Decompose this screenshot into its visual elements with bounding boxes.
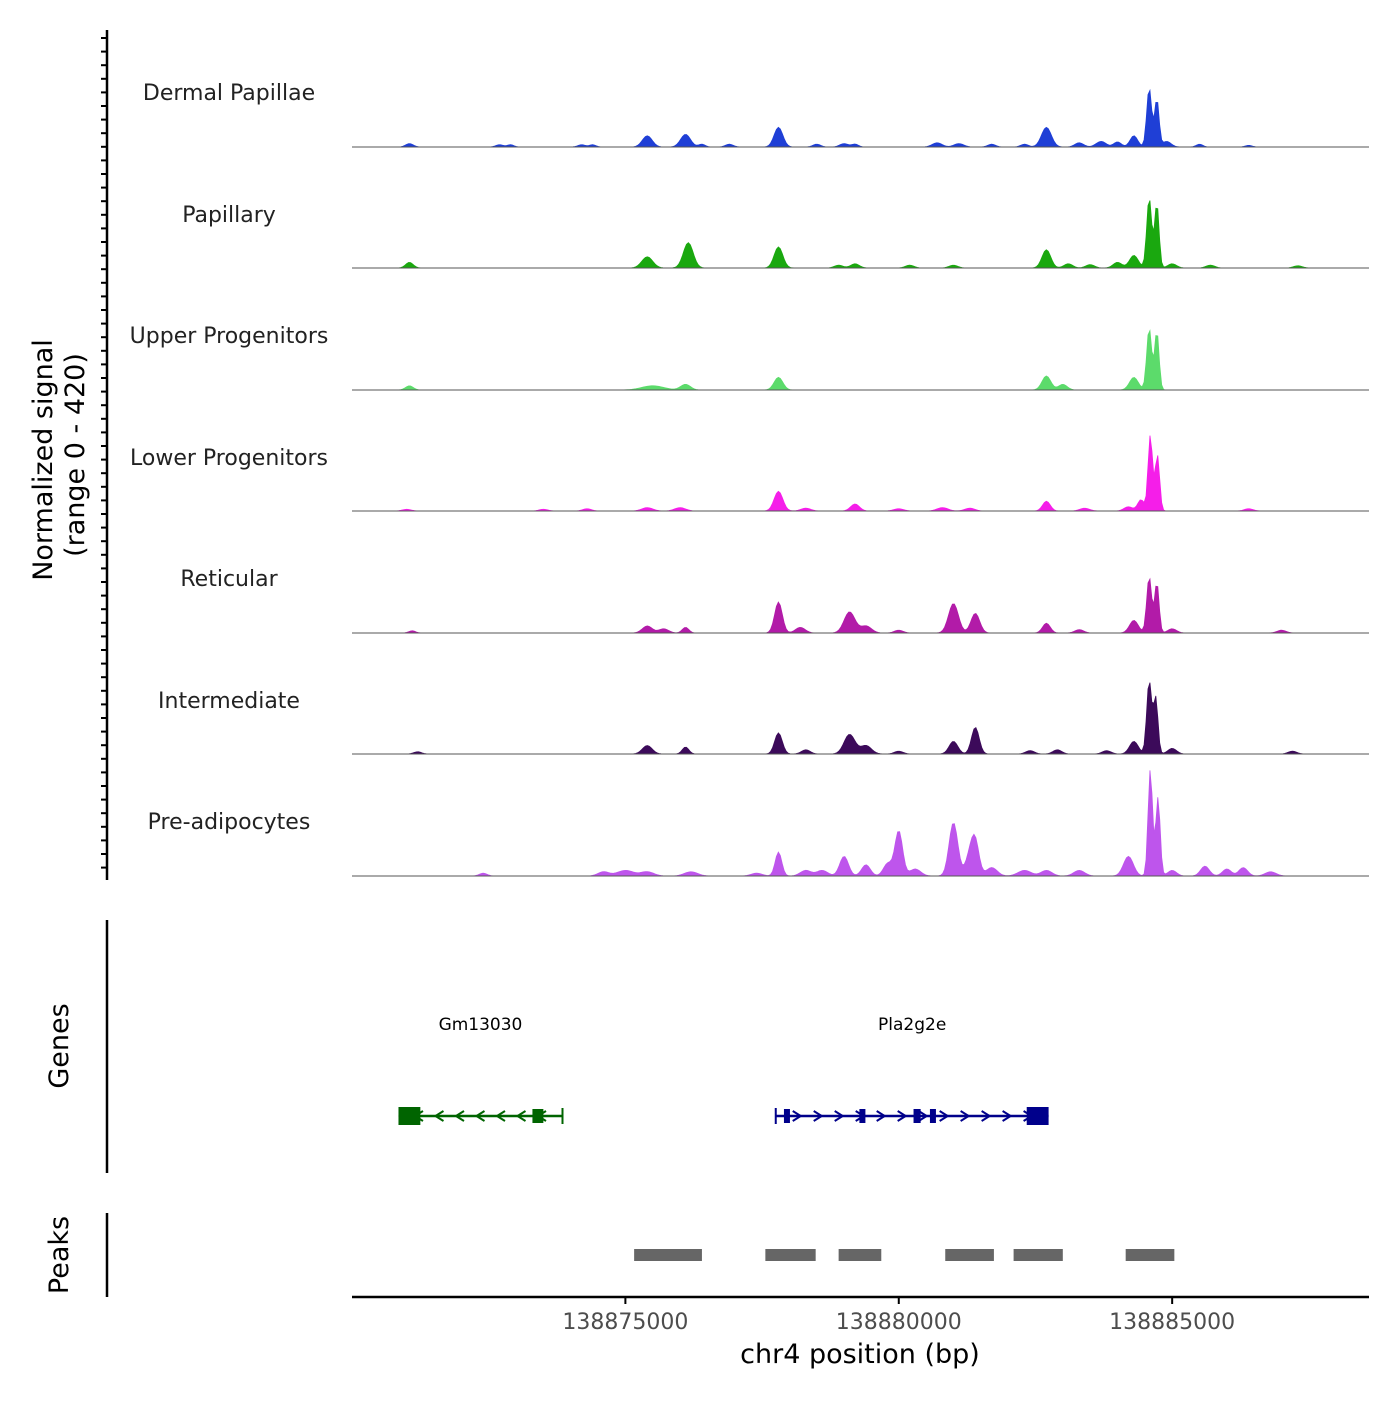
track-papillary: Papillary (182, 200, 1369, 269)
strand-arrow (834, 1110, 845, 1122)
track-label: Dermal Papillae (143, 81, 315, 106)
exon (398, 1107, 421, 1125)
peaks-panel-label: Peaks (44, 1216, 75, 1294)
exon (929, 1109, 936, 1123)
strand-arrow (813, 1110, 824, 1122)
exon (532, 1109, 544, 1123)
strand-arrow (960, 1110, 971, 1122)
y-axis-label-line2: (range 0 - 420) (60, 353, 91, 557)
gene-label: Pla2g2e (878, 1015, 946, 1035)
strand-arrow (897, 1110, 908, 1122)
strand-arrow (792, 1110, 803, 1122)
peak-region (634, 1249, 702, 1261)
track-dermal-papillae: Dermal Papillae (143, 81, 1369, 148)
peak-region (1125, 1249, 1175, 1261)
strand-arrow (876, 1110, 887, 1122)
strand-arrow (1002, 1110, 1013, 1122)
track-label: Lower Progenitors (130, 446, 328, 471)
gene-label: Gm13030 (439, 1015, 523, 1035)
track-label: Reticular (180, 567, 278, 592)
coverage-area (352, 435, 1369, 512)
gene-annotation-track: Gm13030 Pla2g2e (398, 1015, 1049, 1125)
coverage-tracks: Dermal Papillae Papillary Upper Progenitor… (130, 81, 1369, 877)
peak-regions-track (634, 1249, 1175, 1261)
coverage-area (352, 577, 1369, 634)
x-axis-label: chr4 position (bp) (740, 1339, 980, 1370)
strand-arrow (474, 1110, 486, 1122)
gene-pla2g2e: Pla2g2e (774, 1015, 1049, 1125)
x-tick-label: 138885000 (1109, 1310, 1235, 1335)
genes-panel-label: Genes (44, 1003, 75, 1088)
y-axis-label-line1: Normalized signal (28, 339, 59, 581)
strand-arrow (454, 1110, 465, 1122)
strand-arrow (939, 1110, 950, 1122)
exon (859, 1109, 866, 1123)
exon (913, 1109, 921, 1123)
peak-region (945, 1249, 994, 1261)
coverage-area (352, 200, 1369, 269)
track-label: Upper Progenitors (130, 324, 329, 349)
coverage-area (352, 88, 1369, 148)
track-upper-progenitors: Upper Progenitors (130, 324, 1369, 391)
strand-arrow (981, 1110, 992, 1122)
track-reticular: Reticular (180, 567, 1369, 634)
track-pre-adipocytes: Pre-adipocytes (148, 770, 1369, 877)
track-label: Intermediate (158, 689, 300, 714)
track-intermediate: Intermediate (158, 682, 1369, 755)
x-tick-label: 138875000 (562, 1310, 688, 1335)
track-lower-progenitors: Lower Progenitors (130, 435, 1369, 512)
peak-region (838, 1249, 882, 1261)
x-axis: 138875000 138880000 138885000 (562, 1297, 1235, 1335)
strand-arrow (918, 1110, 929, 1122)
exon (783, 1109, 790, 1123)
x-tick-label: 138880000 (836, 1310, 962, 1335)
strand-arrow (515, 1110, 527, 1122)
strand-arrow (433, 1110, 445, 1122)
signal-y-axis (101, 30, 109, 880)
gene-gm13030: Gm13030 (398, 1015, 564, 1125)
track-label: Pre-adipocytes (148, 810, 311, 835)
coverage-area (352, 682, 1369, 755)
coverage-area (352, 329, 1369, 391)
strand-arrow (495, 1110, 506, 1122)
peak-region (1013, 1249, 1063, 1261)
track-label: Papillary (182, 203, 276, 228)
peak-region (765, 1249, 816, 1261)
coverage-area (352, 770, 1369, 877)
exon (1026, 1107, 1049, 1125)
